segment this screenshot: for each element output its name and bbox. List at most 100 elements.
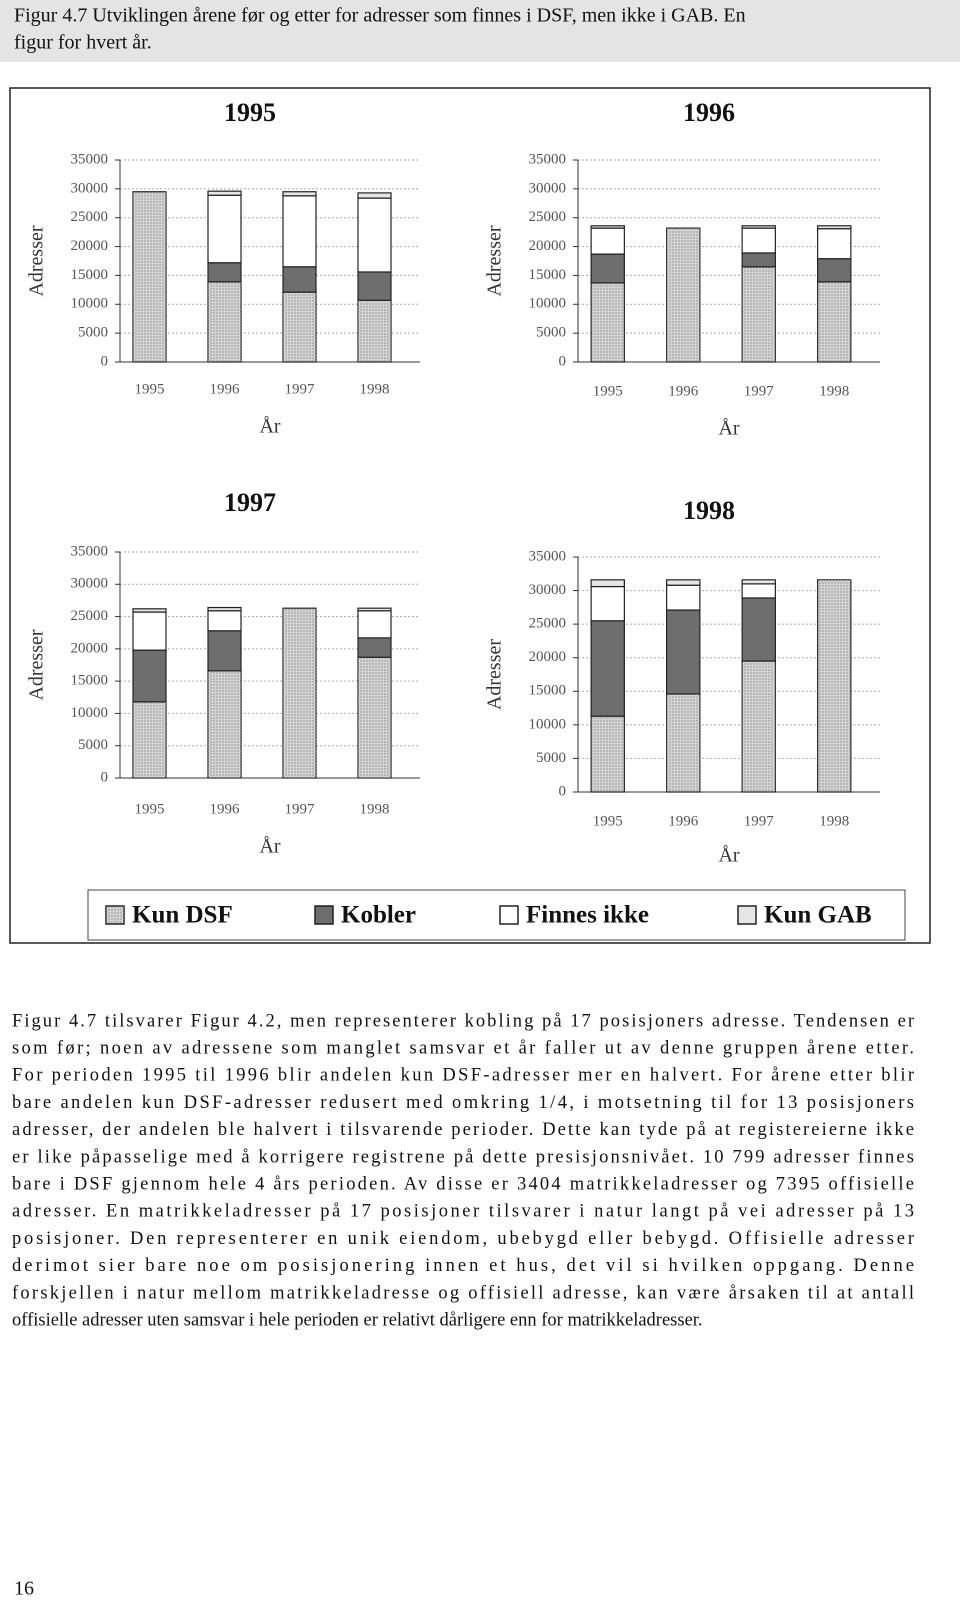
legend-label: Kobler <box>341 902 416 929</box>
bar-segment <box>132 611 167 651</box>
bar-segment <box>357 637 392 658</box>
bar-segment <box>282 291 317 363</box>
bar-segment <box>207 281 242 363</box>
y-axis-label: Adresser <box>484 225 506 296</box>
y-tick-label: 0 <box>559 783 567 799</box>
bar-segment <box>817 225 852 230</box>
bar-segment <box>741 660 776 793</box>
y-tick-label: 10000 <box>71 705 109 721</box>
bar-segment <box>666 227 701 363</box>
bar-segment <box>666 579 701 586</box>
x-tick-label: 1995 <box>135 801 165 817</box>
legend-frame <box>87 889 906 941</box>
y-tick-label: 5000 <box>78 325 108 341</box>
y-tick-label: 35000 <box>71 151 109 167</box>
y-tick-label: 25000 <box>71 209 109 225</box>
chart-title: 1995 <box>224 98 276 127</box>
x-tick-label: 1997 <box>285 381 316 397</box>
bar-segment <box>590 715 625 793</box>
x-tick-label: 1995 <box>135 381 165 397</box>
y-tick-label: 25000 <box>71 608 109 624</box>
y-tick-label: 10000 <box>529 716 567 732</box>
y-tick-label: 10000 <box>529 296 567 312</box>
x-tick-label: 1997 <box>744 383 775 399</box>
legend-texture <box>106 906 124 924</box>
legend-label: Kun GAB <box>764 902 872 929</box>
chart-title: 1998 <box>683 496 735 525</box>
bar-segment <box>357 197 392 273</box>
x-tick-label: 1996 <box>668 383 699 399</box>
y-tick-label: 20000 <box>71 640 109 656</box>
body-line: posisjoner. Den representerer en unik ei… <box>12 1229 914 1249</box>
bar-segment <box>666 693 701 793</box>
bar-segment <box>357 610 392 639</box>
caption-line: Figur 4.7 Utviklingen årene før og etter… <box>14 5 746 27</box>
bar-segment <box>282 191 317 197</box>
x-axis-label: År <box>718 418 739 440</box>
x-tick-label: 1996 <box>210 381 241 397</box>
y-tick-label: 30000 <box>529 180 567 196</box>
legend-label: Finnes ikke <box>526 902 649 929</box>
bar-segment <box>357 192 392 199</box>
bar-segment <box>590 620 625 717</box>
x-tick-label: 1997 <box>744 813 775 829</box>
y-tick-label: 30000 <box>529 582 567 598</box>
bar-segment <box>590 585 625 622</box>
bar-segment <box>817 281 852 363</box>
body-line: adresser. En matrikkeladresser på 17 pos… <box>12 1202 914 1222</box>
body-line: bare andelen kun DSF-adresser redusert m… <box>12 1093 914 1113</box>
bar-segment <box>590 579 625 588</box>
y-tick-label: 0 <box>101 769 109 785</box>
y-axis-label: Adresser <box>484 639 506 710</box>
bar-segment <box>590 225 625 229</box>
y-tick-label: 20000 <box>529 649 567 665</box>
y-tick-label: 25000 <box>529 209 567 225</box>
bar-segment <box>207 194 242 264</box>
y-tick-label: 20000 <box>71 238 109 254</box>
bar-segment <box>357 299 392 363</box>
bar-segment <box>741 252 776 268</box>
bar-segment <box>590 227 625 255</box>
bar-segment <box>817 579 852 793</box>
y-tick-label: 0 <box>101 353 109 369</box>
legend-swatch <box>499 905 519 925</box>
legend-swatch <box>314 905 334 925</box>
bar-segment <box>132 608 167 613</box>
body-line: adresser, der andelen ble halvert i tils… <box>12 1120 914 1140</box>
bar-segment <box>741 597 776 662</box>
y-tick-label: 5000 <box>536 325 566 341</box>
x-tick-label: 1996 <box>210 801 241 817</box>
legend: Kun DSF Kobler Finnes ikke Kun GAB <box>105 902 872 929</box>
legend-label: Kun DSF <box>132 902 233 929</box>
x-tick-label: 1995 <box>593 383 623 399</box>
y-tick-label: 35000 <box>529 548 567 564</box>
bar-segment <box>357 656 392 779</box>
y-axis-label: Adresser <box>26 629 48 700</box>
y-tick-label: 5000 <box>78 737 108 753</box>
bar-segment <box>817 258 852 283</box>
bar-segment <box>282 266 317 293</box>
bar-segment <box>207 190 242 196</box>
bar-segment <box>741 225 776 229</box>
y-tick-label: 15000 <box>71 267 109 283</box>
body-line: er like påpasselige med å korrigere regi… <box>12 1147 914 1167</box>
x-axis-label: År <box>259 416 280 438</box>
x-tick-label: 1996 <box>668 813 699 829</box>
bar-segment <box>666 609 701 695</box>
y-tick-label: 30000 <box>71 576 109 592</box>
body-line: For perioden 1995 til 1996 blir andelen … <box>12 1066 914 1086</box>
bar-segment <box>741 266 776 363</box>
bar-segment <box>282 607 317 779</box>
body-line: offisielle adresser uten samsvar i hele … <box>12 1310 703 1330</box>
bar-segment <box>132 701 167 779</box>
body-line: Figur 4.7 tilsvarer Figur 4.2, men repre… <box>12 1011 914 1031</box>
bar-segment <box>132 191 167 363</box>
figure-frame <box>9 87 931 944</box>
bar-segment <box>590 253 625 284</box>
chart-title: 1996 <box>683 98 735 127</box>
chart-title: 1997 <box>224 488 276 517</box>
bar-segment <box>207 606 242 612</box>
legend-swatch <box>737 905 757 925</box>
body-line: forskjellen i natur mellom matrikkeladre… <box>12 1283 914 1303</box>
